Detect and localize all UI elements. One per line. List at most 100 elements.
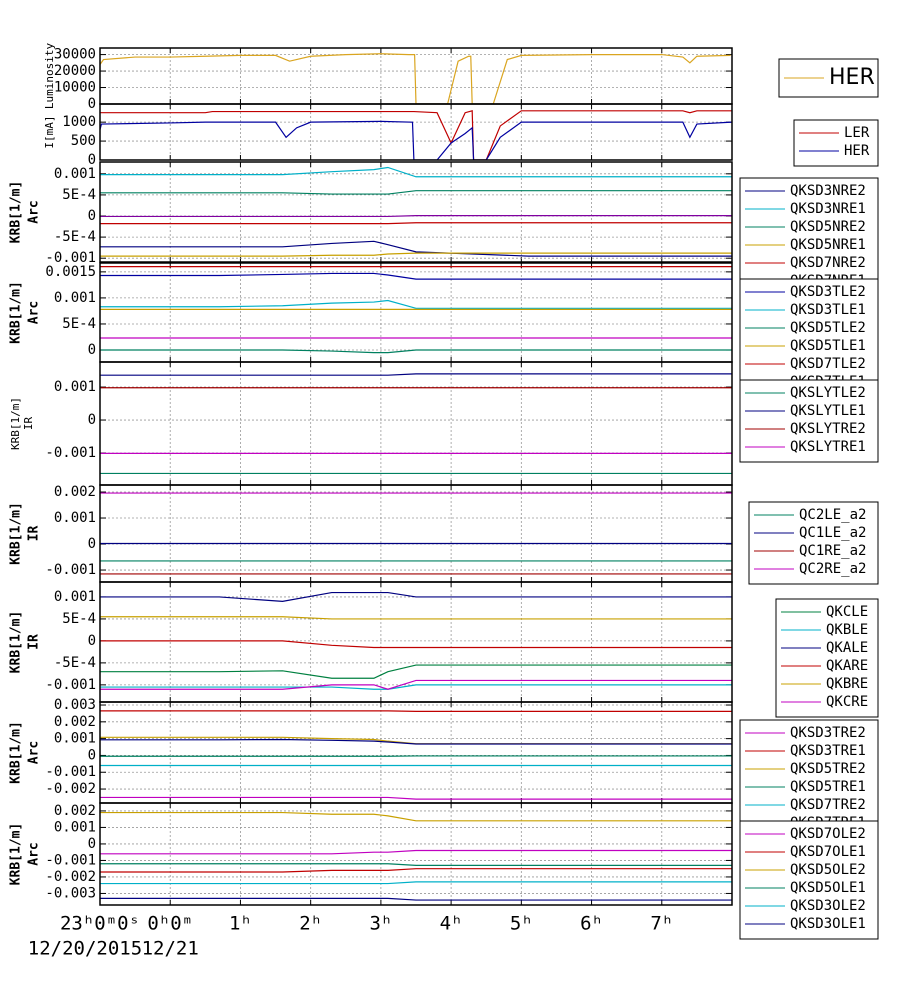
plot-area bbox=[100, 811, 732, 901]
data-line bbox=[100, 881, 732, 885]
y-axis-label: KRB[1/m] bbox=[9, 281, 24, 344]
legend-label: QKSD7OLE1 bbox=[790, 844, 866, 860]
y-tick-label: -0.001 bbox=[45, 562, 96, 578]
y-tick-label: 0.001 bbox=[54, 290, 96, 306]
plot-area bbox=[100, 166, 732, 257]
y-tick-label: 0 bbox=[88, 633, 96, 649]
legend-label: QKSD5TRE2 bbox=[790, 761, 866, 777]
y-tick-label: -0.002 bbox=[45, 781, 96, 797]
legend-label: QC1LE_a2 bbox=[799, 525, 866, 541]
y-tick-label: -5E-4 bbox=[54, 229, 96, 245]
y-tick-label: 500 bbox=[71, 133, 96, 149]
legend-box bbox=[739, 820, 879, 940]
data-line bbox=[100, 863, 732, 866]
legend-label: QKSLYTRE1 bbox=[790, 439, 866, 455]
legend-label: QKSLYTLE1 bbox=[790, 403, 866, 419]
y-tick-label: 10000 bbox=[54, 80, 96, 96]
legend-label: QKSD3TRE2 bbox=[790, 725, 866, 741]
legend-label: QKSD5TRE1 bbox=[790, 779, 866, 795]
x-tick-label: 6ʰ bbox=[580, 913, 603, 935]
panel-frame bbox=[99, 484, 733, 583]
y-tick-label: -0.001 bbox=[45, 764, 96, 780]
y-tick-label: 20000 bbox=[54, 63, 96, 79]
y-axis-label: KRB[1/m] bbox=[9, 721, 24, 784]
y-tick-label: 0 bbox=[88, 208, 96, 224]
plot-area bbox=[100, 110, 732, 160]
data-line bbox=[100, 684, 732, 690]
y-axis-label: KRB[1/m] bbox=[9, 823, 24, 886]
date-label: 12/20/2015 bbox=[28, 938, 142, 960]
data-line bbox=[100, 190, 732, 195]
y-tick-label: 5E-4 bbox=[62, 611, 96, 627]
legend-box bbox=[748, 501, 879, 585]
panel-frame bbox=[99, 802, 733, 906]
y-axis-label: I[mA] bbox=[43, 115, 56, 148]
x-tick-label: 1ʰ bbox=[229, 913, 252, 935]
y-tick-label: 5E-4 bbox=[62, 316, 96, 332]
legend-label: QKSD3NRE2 bbox=[790, 183, 866, 199]
y-tick-label: 0.001 bbox=[54, 819, 96, 835]
data-line bbox=[100, 53, 731, 104]
plot-area bbox=[100, 53, 731, 104]
panel-frame bbox=[99, 701, 733, 804]
legend-label: QC2LE_a2 bbox=[799, 507, 866, 523]
y-axis-label: KRB[1/m] bbox=[9, 181, 24, 244]
legend-label: HER bbox=[844, 143, 870, 159]
legend-box bbox=[739, 719, 879, 839]
data-line bbox=[100, 616, 732, 620]
data-line bbox=[100, 299, 732, 309]
y-tick-label: -0.001 bbox=[45, 677, 96, 693]
legend-box bbox=[793, 119, 879, 167]
y-tick-label: -5E-4 bbox=[54, 655, 96, 671]
data-line bbox=[100, 591, 732, 602]
panel-frame bbox=[99, 262, 733, 363]
plot-area bbox=[100, 591, 732, 690]
y-axis-label: Luminosity bbox=[43, 43, 56, 110]
legend-label: QKSD5OLE2 bbox=[790, 862, 866, 878]
plot-area bbox=[100, 492, 732, 575]
y-tick-label: 0.001 bbox=[54, 731, 96, 747]
y-tick-label: 0 bbox=[88, 342, 96, 358]
date-label: 12/21 bbox=[142, 938, 199, 960]
legend-box bbox=[775, 598, 879, 718]
y-axis-label: IR bbox=[22, 417, 35, 431]
legend-label: QKSD7OLE2 bbox=[790, 826, 866, 842]
data-line bbox=[100, 664, 732, 679]
y-axis-label: Arc bbox=[27, 842, 42, 865]
y-tick-label: 0.003 bbox=[54, 697, 96, 713]
legend-label: QKSD5OLE1 bbox=[790, 880, 866, 896]
data-line bbox=[100, 349, 732, 354]
data-line bbox=[100, 710, 732, 713]
y-tick-label: 0 bbox=[88, 152, 96, 168]
y-axis-label: KRB[1/m] bbox=[9, 502, 24, 565]
x-tick-label: 0ʰ0ᵐ bbox=[147, 913, 193, 935]
y-tick-label: 5E-4 bbox=[62, 187, 96, 203]
y-tick-label: -0.003 bbox=[45, 885, 96, 901]
data-line bbox=[100, 222, 732, 225]
legend-label: HER bbox=[829, 65, 875, 90]
legend-label: QKSD3OLE1 bbox=[790, 916, 866, 932]
data-line bbox=[100, 796, 732, 800]
y-tick-label: -0.002 bbox=[45, 869, 96, 885]
x-tick-label: 2ʰ bbox=[299, 913, 322, 935]
data-line bbox=[100, 373, 732, 376]
legend-label: QKCLE bbox=[826, 604, 868, 620]
x-tick-label: 7ʰ bbox=[650, 913, 673, 935]
y-tick-label: 0 bbox=[88, 412, 96, 428]
y-tick-label: 0.001 bbox=[54, 510, 96, 526]
legend-label: LER bbox=[844, 125, 870, 141]
y-tick-label: 0.002 bbox=[54, 803, 96, 819]
legend-label: QKCRE bbox=[826, 694, 868, 710]
plot-area bbox=[100, 710, 732, 800]
y-axis-label: Arc bbox=[27, 741, 42, 764]
data-line bbox=[100, 897, 732, 901]
panel-frame bbox=[99, 581, 733, 703]
legend-label: QKSD3TRE1 bbox=[790, 743, 866, 759]
y-axis-label: Arc bbox=[27, 301, 42, 324]
legend-label: QKSD5NRE2 bbox=[790, 219, 866, 235]
data-line bbox=[100, 868, 732, 873]
x-tick-label: 23ʰ0ᵐ0ˢ bbox=[60, 913, 140, 935]
legend-label: QKSD5TLE2 bbox=[790, 320, 866, 336]
y-tick-label: 1000 bbox=[62, 114, 96, 130]
